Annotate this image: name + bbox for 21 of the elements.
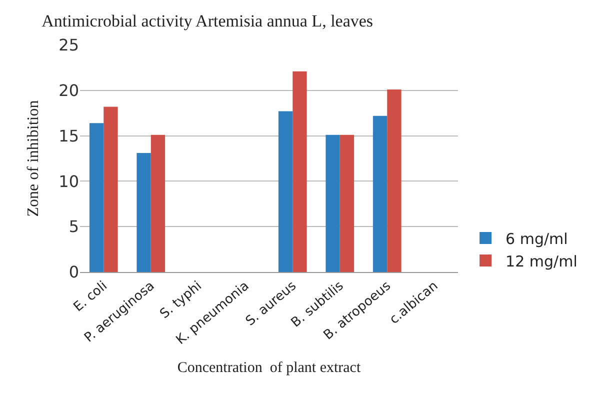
y-tick-label: 10 bbox=[58, 172, 79, 191]
x-axis-title: Concentration of plant extract bbox=[177, 360, 362, 376]
bar bbox=[326, 134, 340, 272]
y-tick-label: 5 bbox=[68, 217, 79, 236]
bar bbox=[372, 116, 388, 272]
bar bbox=[150, 134, 166, 272]
y-axis-title: Zone of inhibition bbox=[25, 100, 42, 217]
bar bbox=[278, 111, 293, 272]
legend-label: 12 mg/ml bbox=[506, 252, 578, 270]
y-tick-label: 20 bbox=[58, 81, 79, 100]
legend-label: 6 mg/ml bbox=[506, 230, 568, 248]
bar bbox=[136, 153, 151, 272]
y-tick-label: 15 bbox=[58, 126, 79, 146]
bar bbox=[340, 134, 354, 272]
bar bbox=[89, 123, 104, 272]
y-tick-label: 25 bbox=[58, 36, 79, 55]
bar bbox=[292, 71, 307, 272]
chart-title: Antimicrobial activity Artemisia annua L, leaves bbox=[42, 11, 374, 30]
y-tick-label: 0 bbox=[68, 262, 79, 282]
bar bbox=[387, 89, 402, 272]
bar bbox=[104, 106, 118, 272]
